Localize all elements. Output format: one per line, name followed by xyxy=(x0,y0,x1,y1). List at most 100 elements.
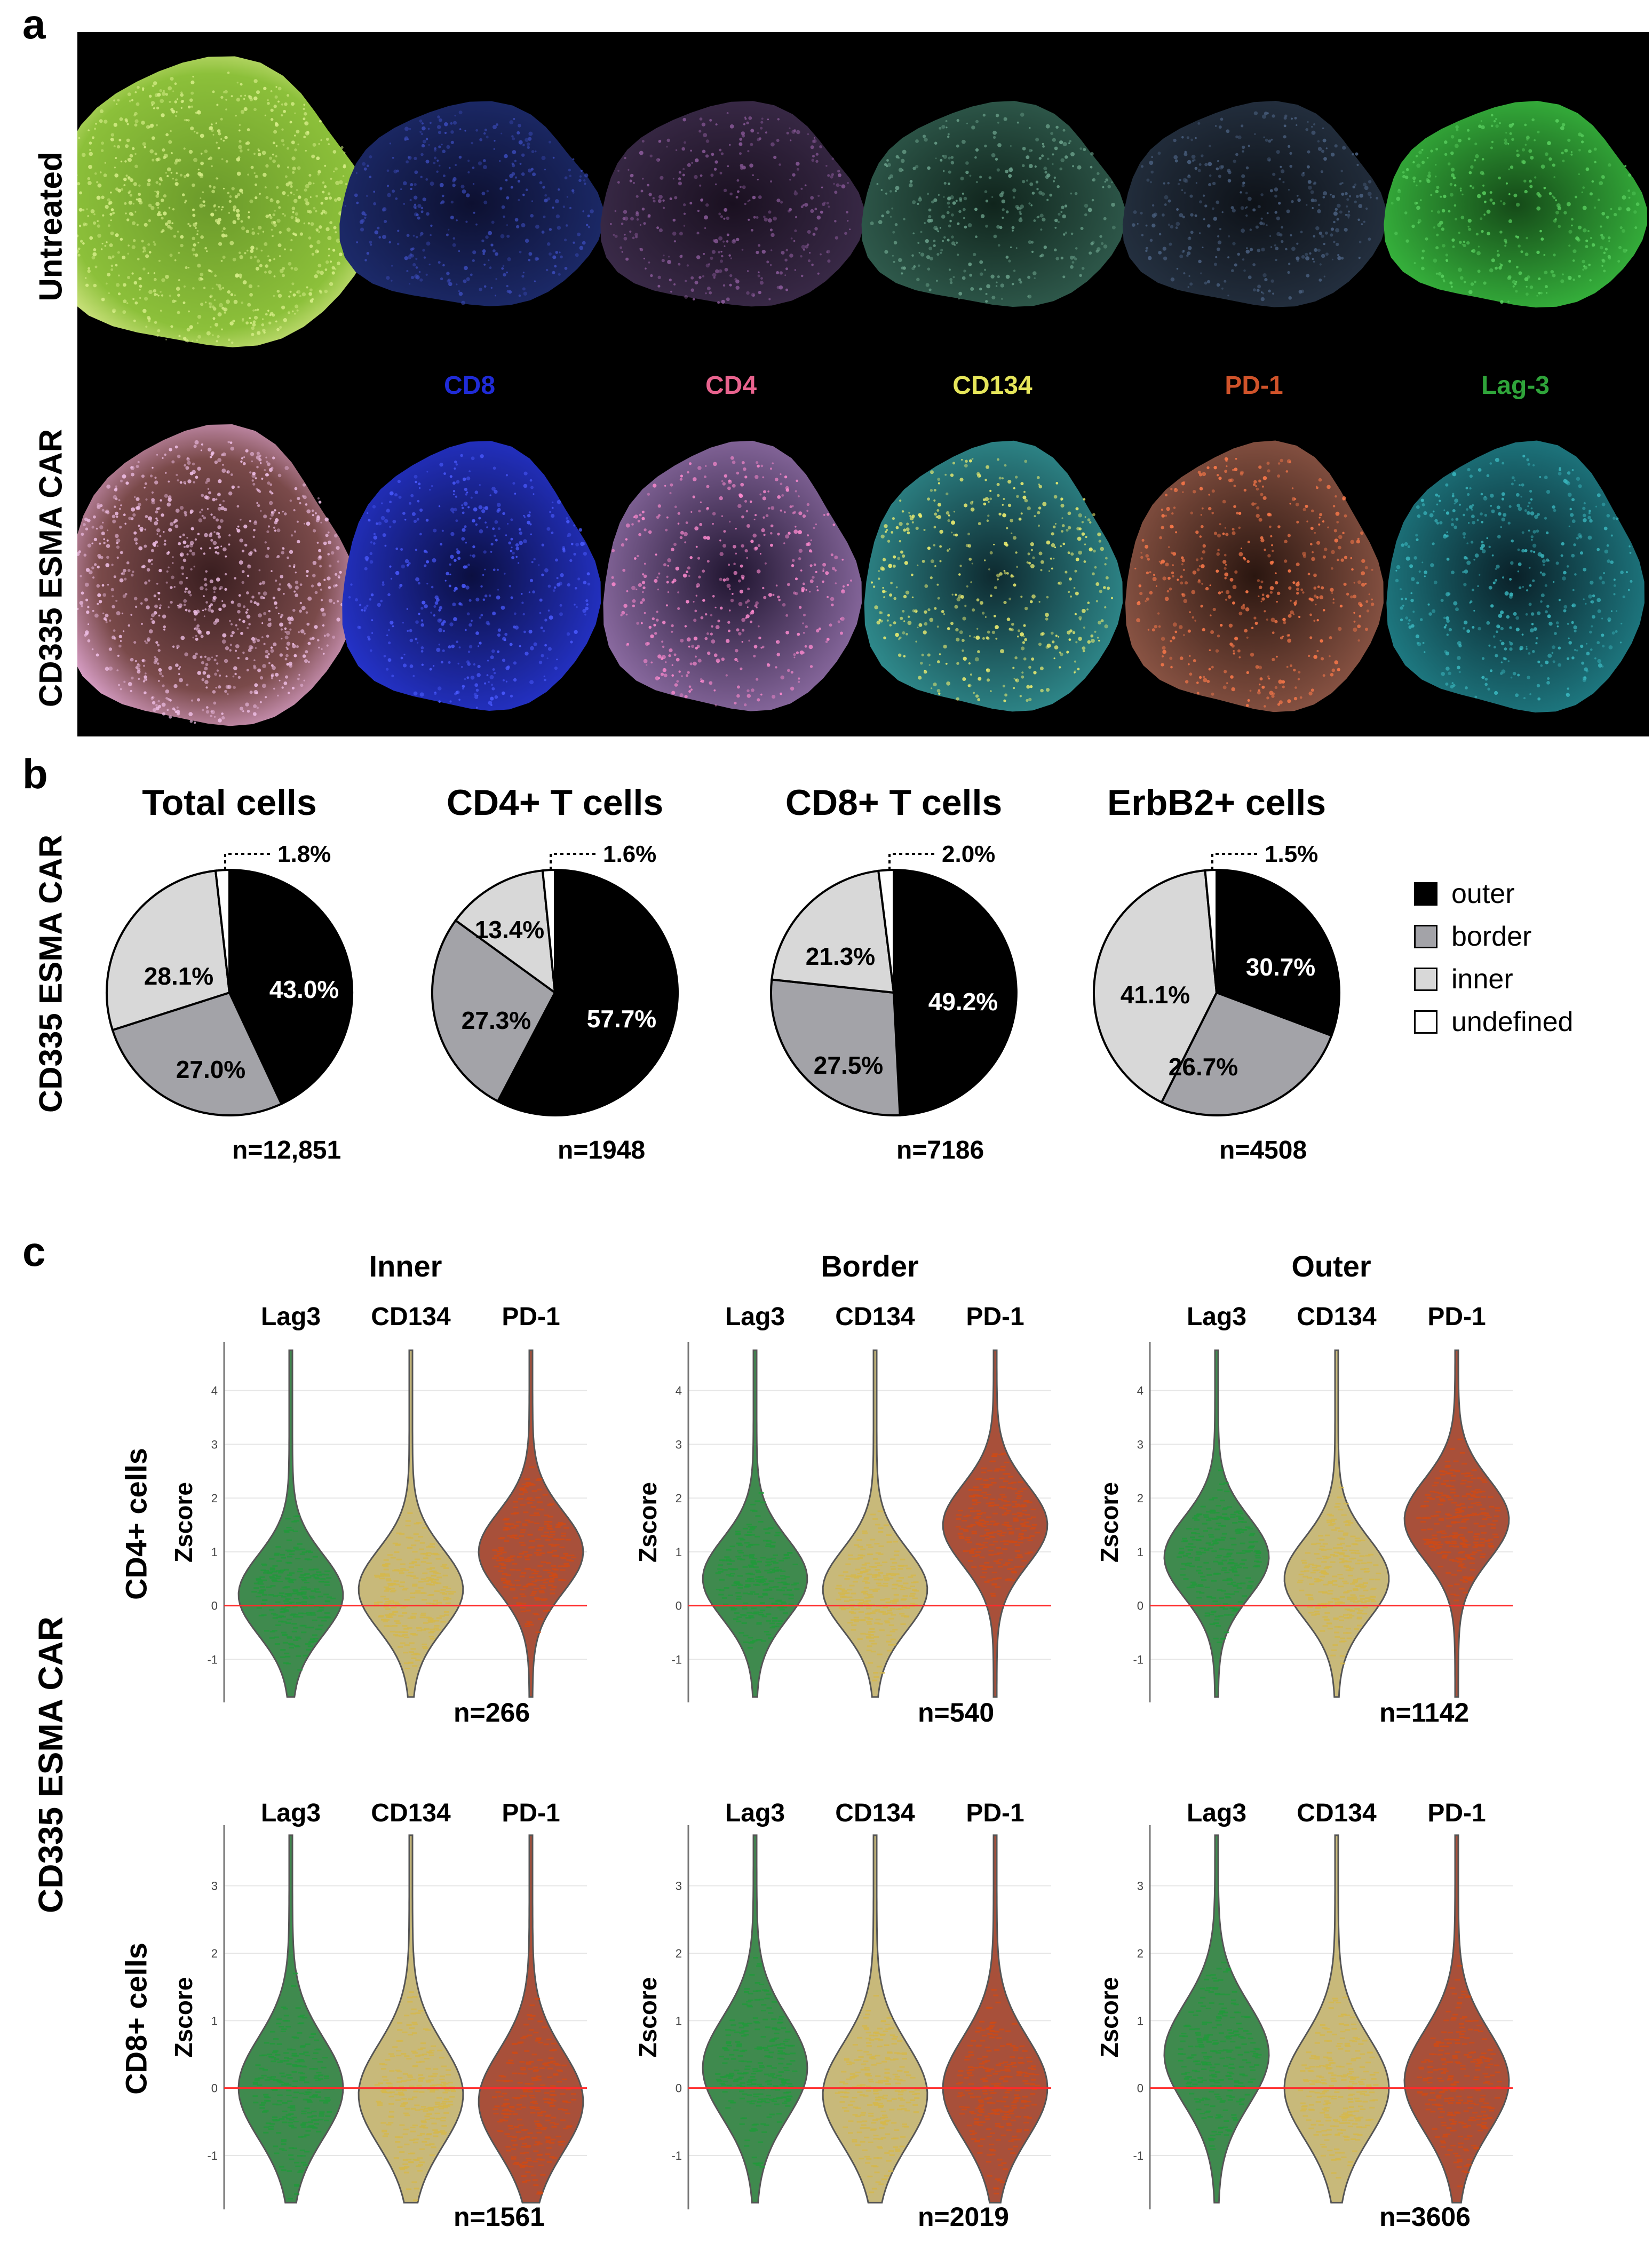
pie-slice-outer xyxy=(228,868,354,1106)
pie-value-undefined: 1.6% xyxy=(603,841,656,867)
violin-lag3 xyxy=(1163,1834,1270,2204)
y-tick-label: 2 xyxy=(1137,1947,1143,1960)
legend-swatch xyxy=(1414,968,1437,991)
microscopy-image-grid xyxy=(49,32,1649,736)
pie-n-label: n=12,851 xyxy=(232,1136,341,1164)
marker-label-pd-1: PD-1 xyxy=(1225,371,1283,400)
violin-marker-label: CD134 xyxy=(371,1799,451,1827)
y-tick-label: -1 xyxy=(1133,2149,1143,2162)
violin-pd-1 xyxy=(1403,1834,1510,2204)
pie-value-inner: 28.1% xyxy=(144,962,213,990)
violin-plot-inner: -1 0 1 2 3 4 Zscore xyxy=(170,1342,587,1702)
violin-cd134 xyxy=(1283,1349,1390,1698)
legend-item-border: border xyxy=(1414,921,1531,953)
pie-n-label: n=1948 xyxy=(558,1136,646,1164)
pie-slice-inner xyxy=(771,869,895,994)
pie-value-inner: 41.1% xyxy=(1121,981,1190,1009)
violin-cd134 xyxy=(822,1349,928,1698)
violin-n-label: n=266 xyxy=(454,1698,530,1727)
violin-marker-label: Lag3 xyxy=(1186,1799,1247,1827)
violin-marker-label: Lag3 xyxy=(725,1799,785,1827)
pie-slice-undefined xyxy=(1204,868,1218,993)
legend-swatch xyxy=(1414,1010,1437,1034)
pie-slice-border xyxy=(1160,991,1333,1116)
y-tick-label: 0 xyxy=(676,2082,682,2095)
legend-label: outer xyxy=(1451,878,1515,909)
violin-n-label: n=2019 xyxy=(918,2202,1009,2232)
violin-plot-border: -1 0 1 2 3 4 Zscore xyxy=(634,1342,1051,1702)
violin-lag3 xyxy=(702,1834,808,2204)
violin-marker-label: Lag3 xyxy=(260,1799,321,1827)
pie-slice-inner xyxy=(1093,869,1218,1104)
marker-label-cd8: CD8 xyxy=(443,371,496,400)
y-tick-label: 2 xyxy=(676,1492,682,1505)
pie-value-border: 26.7% xyxy=(1169,1053,1238,1081)
tissue-car-1 xyxy=(342,441,601,711)
violin-marker-label: PD-1 xyxy=(502,1303,560,1331)
pie-slice-outer xyxy=(496,868,679,1116)
violin-marker-label: CD134 xyxy=(1297,1303,1377,1331)
y-axis-label: Zscore xyxy=(1095,1482,1123,1563)
violin-cd134 xyxy=(822,1834,928,2204)
pie-title: CD4+ T cells xyxy=(446,782,664,823)
violin-marker-label: Lag3 xyxy=(725,1303,785,1331)
violin-n-label: n=1561 xyxy=(454,2202,545,2232)
y-tick-label: 0 xyxy=(211,1599,218,1613)
y-tick-label: -1 xyxy=(1133,1653,1143,1666)
legend-swatch xyxy=(1414,925,1437,948)
pie-value-outer: 43.0% xyxy=(269,976,339,1003)
violin-lag3 xyxy=(237,1834,344,2204)
y-tick-label: 0 xyxy=(211,2082,218,2095)
panel-b-letter: b xyxy=(22,750,48,797)
panel-a-letter: a xyxy=(22,1,46,47)
violin-marker-label: PD-1 xyxy=(1427,1303,1486,1331)
tissue-car-0 xyxy=(65,424,356,726)
legend-item-undefined: undefined xyxy=(1414,1006,1573,1038)
legend-swatch xyxy=(1414,882,1437,906)
legend-label: border xyxy=(1451,921,1532,952)
violin-marker-label: PD-1 xyxy=(966,1303,1024,1331)
violin-plot-outer: -1 0 1 2 3 Zscore xyxy=(1095,1825,1513,2209)
pie-title: CD8+ T cells xyxy=(785,782,1003,823)
pie-value-outer: 57.7% xyxy=(587,1005,656,1033)
y-tick-label: -1 xyxy=(671,1653,682,1666)
tissue-untreated-5 xyxy=(1384,101,1647,308)
violin-lag3 xyxy=(1163,1349,1270,1698)
y-tick-label: 1 xyxy=(211,1545,218,1559)
tissue-untreated-4 xyxy=(1122,101,1386,307)
pie-value-border: 27.5% xyxy=(814,1051,883,1079)
tissue-untreated-3 xyxy=(861,101,1126,307)
legend-label: undefined xyxy=(1451,1006,1574,1037)
y-tick-label: 3 xyxy=(211,1438,218,1451)
pie-n-label: n=7186 xyxy=(896,1136,984,1164)
y-axis-label: Zscore xyxy=(634,1977,662,2058)
violin-pd-1 xyxy=(942,1349,1049,1698)
pie-slice-border xyxy=(431,919,557,1103)
y-tick-label: 0 xyxy=(1137,1599,1143,1613)
pie-slice-border xyxy=(111,991,283,1117)
marker-label-cd134: CD134 xyxy=(952,371,1032,400)
violin-cd134 xyxy=(358,1834,464,2204)
violin-cd134 xyxy=(358,1349,464,1698)
tissue-untreated-1 xyxy=(339,101,604,306)
pie-title: Total cells xyxy=(142,782,317,823)
violin-pd-1 xyxy=(942,1834,1049,2204)
legend-label: inner xyxy=(1451,964,1513,995)
region-title-border: Border xyxy=(821,1249,919,1283)
violin-marker-label: Lag3 xyxy=(1186,1303,1247,1331)
violin-marker-label: CD134 xyxy=(371,1303,451,1331)
tissue-untreated-2 xyxy=(600,101,865,307)
pie-slice-inner xyxy=(454,869,557,995)
violin-plot-outer: -1 0 1 2 3 4 Zscore xyxy=(1095,1342,1513,1702)
panel-c-letter: c xyxy=(22,1228,46,1275)
violin-marker-label: PD-1 xyxy=(502,1799,560,1827)
region-title-outer: Outer xyxy=(1291,1249,1371,1283)
pie-value-undefined: 2.0% xyxy=(942,841,995,867)
pie-title: ErbB2+ cells xyxy=(1107,782,1327,823)
pie-slice-outer xyxy=(893,868,1018,1116)
pie-value-border: 27.0% xyxy=(176,1056,245,1083)
undefined-callout-line xyxy=(888,853,936,870)
y-tick-label: 1 xyxy=(1137,2014,1143,2027)
y-tick-label: 4 xyxy=(211,1384,218,1398)
marker-label-cd4: CD4 xyxy=(705,371,757,400)
